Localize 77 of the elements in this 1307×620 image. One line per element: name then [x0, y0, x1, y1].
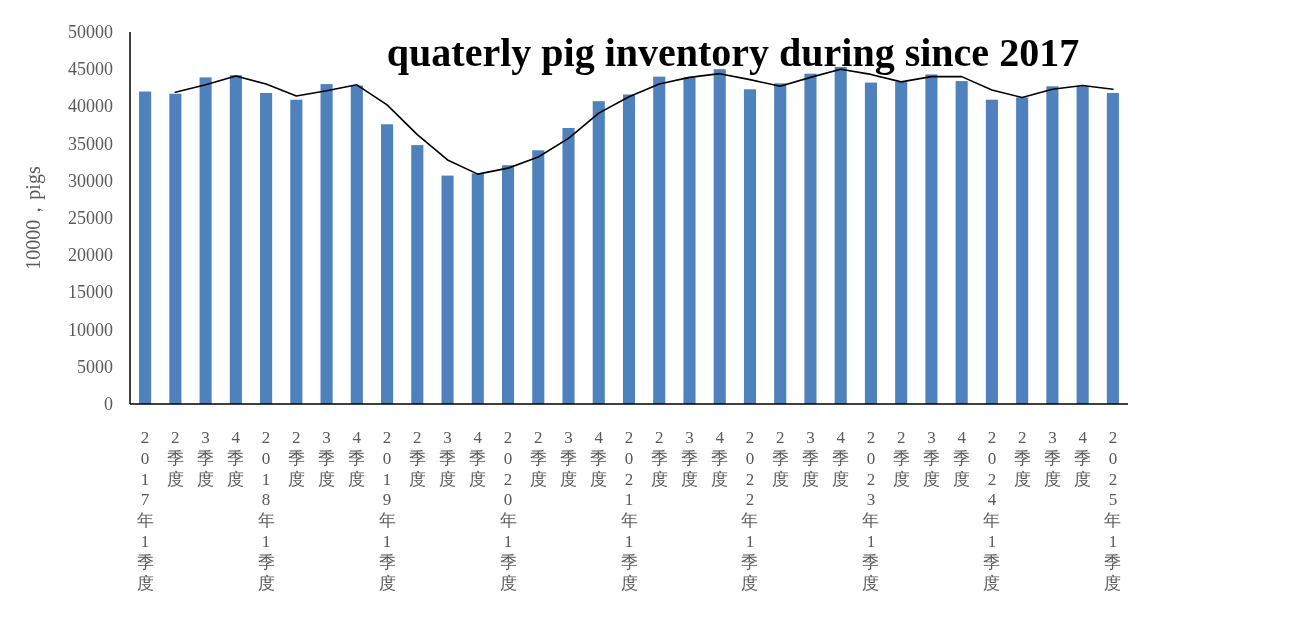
bar	[653, 76, 666, 404]
y-tick-label: 50000	[68, 22, 113, 42]
y-tick-label: 40000	[68, 96, 113, 117]
bar	[925, 74, 938, 404]
y-tick-label: 0	[104, 394, 113, 414]
x-tick-label: 4季度	[348, 428, 366, 489]
y-axis-title: 10000，pigs	[22, 166, 45, 270]
x-tick-label: 3季度	[318, 428, 336, 489]
x-tick-label: 2024年1季度	[983, 428, 1001, 593]
bar	[683, 77, 696, 404]
x-tick-label: 2季度	[287, 428, 305, 489]
y-tick-label: 30000	[68, 170, 113, 191]
x-tick-label: 2季度	[771, 428, 789, 489]
x-tick-label: 2季度	[166, 428, 184, 489]
bar	[1106, 93, 1119, 404]
x-tick-label: 2季度	[650, 428, 668, 489]
bar	[320, 84, 333, 404]
bar	[562, 127, 575, 404]
x-tick-label: 4季度	[227, 428, 245, 489]
x-tick-label: 2季度	[1013, 428, 1031, 489]
y-tick-label: 10000	[68, 319, 113, 340]
x-tick-label: 3季度	[197, 428, 215, 489]
x-tick-label: 4季度	[953, 428, 971, 489]
bar	[139, 91, 152, 404]
x-tick-label: 2021年1季度	[620, 428, 638, 593]
chart-title: quaterly pig inventory during since 2017	[386, 30, 1080, 75]
bar	[471, 173, 484, 404]
bar	[743, 89, 757, 404]
bar	[1076, 86, 1089, 404]
bar	[350, 85, 363, 404]
x-tick-label: 3季度	[560, 428, 578, 489]
bar	[199, 77, 212, 404]
bar	[622, 94, 636, 404]
bar	[290, 99, 303, 404]
x-tick-label: 2023年1季度	[862, 428, 880, 593]
bar	[260, 93, 273, 404]
bar	[955, 81, 968, 404]
y-tick-label: 15000	[68, 282, 113, 303]
bar	[381, 124, 394, 404]
x-tick-label: 3季度	[922, 428, 940, 489]
bar	[774, 83, 787, 404]
bar	[1016, 97, 1029, 404]
bar	[1046, 86, 1059, 404]
y-tick-label: 5000	[77, 356, 113, 377]
x-tick-label: 4季度	[711, 428, 729, 489]
y-tick-label: 20000	[68, 245, 113, 266]
bar	[501, 165, 515, 404]
x-tick-label: 2017年1季度	[136, 428, 154, 593]
x-tick-label: 4季度	[469, 428, 487, 489]
x-tick-label: 4季度	[1074, 428, 1092, 489]
bar	[804, 73, 817, 404]
x-tick-label: 4季度	[832, 428, 850, 489]
x-tick-label: 2季度	[408, 428, 426, 489]
bar	[864, 82, 877, 404]
x-tick-label: 3季度	[1043, 428, 1061, 489]
bar	[592, 101, 605, 404]
bar	[441, 175, 454, 404]
x-tick-label: 2018年1季度	[257, 428, 275, 593]
y-tick-label: 25000	[68, 208, 113, 228]
x-tick-label: 2019年1季度	[378, 428, 396, 593]
y-tick-label: 45000	[68, 59, 113, 80]
x-tick-label: 3季度	[439, 428, 457, 489]
x-tick-label: 2季度	[529, 428, 547, 489]
bar	[895, 81, 908, 404]
x-tick-label: 4季度	[590, 428, 608, 489]
bar	[532, 150, 545, 404]
x-tick-label: 2季度	[892, 428, 910, 489]
bar	[985, 99, 998, 404]
x-tick-label: 2022年1季度	[741, 428, 759, 593]
x-tick-label: 2020年1季度	[499, 428, 517, 593]
x-tick-label: 3季度	[801, 428, 819, 489]
x-tick-label: 3季度	[680, 428, 698, 489]
bar	[229, 75, 242, 404]
bar	[169, 93, 182, 404]
bar	[411, 145, 424, 404]
x-tick-label: 2025年1季度	[1104, 428, 1122, 593]
y-tick-label: 35000	[68, 133, 113, 154]
